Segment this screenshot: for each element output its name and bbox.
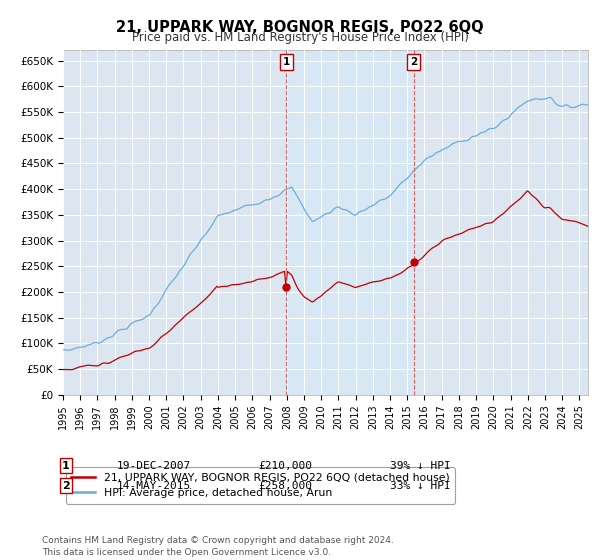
Text: 2: 2	[62, 480, 70, 491]
Text: 14-MAY-2015: 14-MAY-2015	[117, 480, 191, 491]
Text: Contains HM Land Registry data © Crown copyright and database right 2024.
This d: Contains HM Land Registry data © Crown c…	[42, 536, 394, 557]
Text: 2: 2	[410, 57, 417, 67]
Bar	[286, 50, 413, 395]
Text: 33% ↓ HPI: 33% ↓ HPI	[390, 480, 451, 491]
Text: 1: 1	[283, 57, 290, 67]
Text: 21, UPPARK WAY, BOGNOR REGIS, PO22 6QQ: 21, UPPARK WAY, BOGNOR REGIS, PO22 6QQ	[116, 20, 484, 35]
Text: £258,000: £258,000	[258, 480, 312, 491]
Text: 19-DEC-2007: 19-DEC-2007	[117, 461, 191, 471]
Legend: 21, UPPARK WAY, BOGNOR REGIS, PO22 6QQ (detached house), HPI: Average price, det: 21, UPPARK WAY, BOGNOR REGIS, PO22 6QQ (…	[66, 468, 455, 503]
Text: £210,000: £210,000	[258, 461, 312, 471]
Text: 39% ↓ HPI: 39% ↓ HPI	[390, 461, 451, 471]
Text: 1: 1	[62, 461, 70, 471]
Text: Price paid vs. HM Land Registry's House Price Index (HPI): Price paid vs. HM Land Registry's House …	[131, 31, 469, 44]
